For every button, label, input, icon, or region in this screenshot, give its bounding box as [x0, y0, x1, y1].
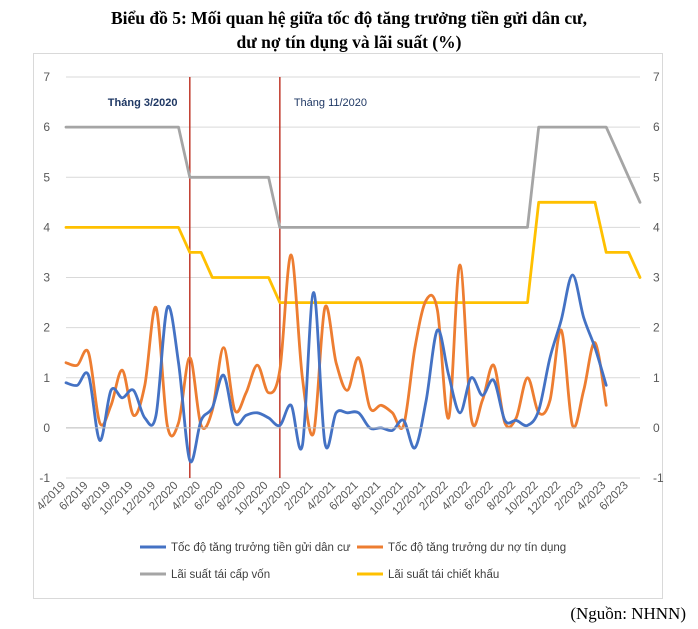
legend-label: Tốc độ tăng trưởng dư nợ tín dụng [388, 542, 566, 554]
y-tick-label-left: 6 [43, 120, 50, 134]
series-line-2 [64, 253, 608, 438]
legend-label: Lãi suất tái cấp vốn [171, 569, 270, 581]
grid-lines [66, 76, 640, 479]
series-line-1 [64, 273, 608, 464]
y-axis-right: -1 0 1 2 3 4 5 6 7 [653, 70, 664, 485]
event-marker-label: Tháng 3/2020 [108, 97, 178, 109]
chart-title: Biểu đồ 5: Mối quan hệ giữa tốc độ tăng … [0, 6, 698, 54]
y-tick-label-left: -1 [39, 471, 50, 485]
event-marker-label: Tháng 11/2020 [294, 97, 367, 109]
legend: Tốc độ tăng trưởng tiền gửi dân cư Tốc độ… [140, 542, 566, 581]
y-tick-label-right: 0 [653, 421, 660, 435]
y-tick-label-left: 2 [43, 321, 50, 335]
x-axis: 4/20196/20198/201910/201912/20192/20204/… [35, 427, 640, 518]
y-tick-label-left: 3 [43, 271, 50, 285]
y-tick-label-right: -1 [653, 471, 664, 485]
y-tick-label-right: 2 [653, 321, 660, 335]
source-note: (Nguồn: NHNN) [570, 604, 686, 623]
y-tick-label-left: 4 [43, 220, 50, 234]
y-tick-label-left: 7 [43, 70, 50, 84]
series-line-3 [64, 125, 642, 229]
event-markers: Tháng 3/2020 Tháng 11/2020 [108, 77, 367, 478]
chart-title-line2: dư nợ tín dụng và lãi suất (%) [236, 32, 462, 52]
y-tick-label-right: 3 [653, 271, 660, 285]
series-lines [64, 125, 642, 464]
y-tick-label-left: 5 [43, 170, 50, 184]
y-tick-label-right: 1 [653, 371, 660, 385]
y-tick-label-left: 0 [43, 421, 50, 435]
chart-frame [33, 53, 663, 599]
y-axis-left: -1 0 1 2 3 4 5 6 7 [39, 70, 50, 485]
legend-label: Tốc độ tăng trưởng tiền gửi dân cư [171, 542, 351, 554]
chart-title-line1: Biểu đồ 5: Mối quan hệ giữa tốc độ tăng … [110, 8, 588, 28]
series-line-4 [64, 200, 642, 304]
y-tick-label-right: 5 [653, 170, 660, 184]
y-tick-label-right: 4 [653, 220, 660, 234]
y-tick-label-right: 7 [653, 70, 660, 84]
legend-label: Lãi suất tái chiết khấu [388, 569, 499, 581]
y-tick-label-left: 1 [43, 371, 50, 385]
y-tick-label-right: 6 [653, 120, 660, 134]
